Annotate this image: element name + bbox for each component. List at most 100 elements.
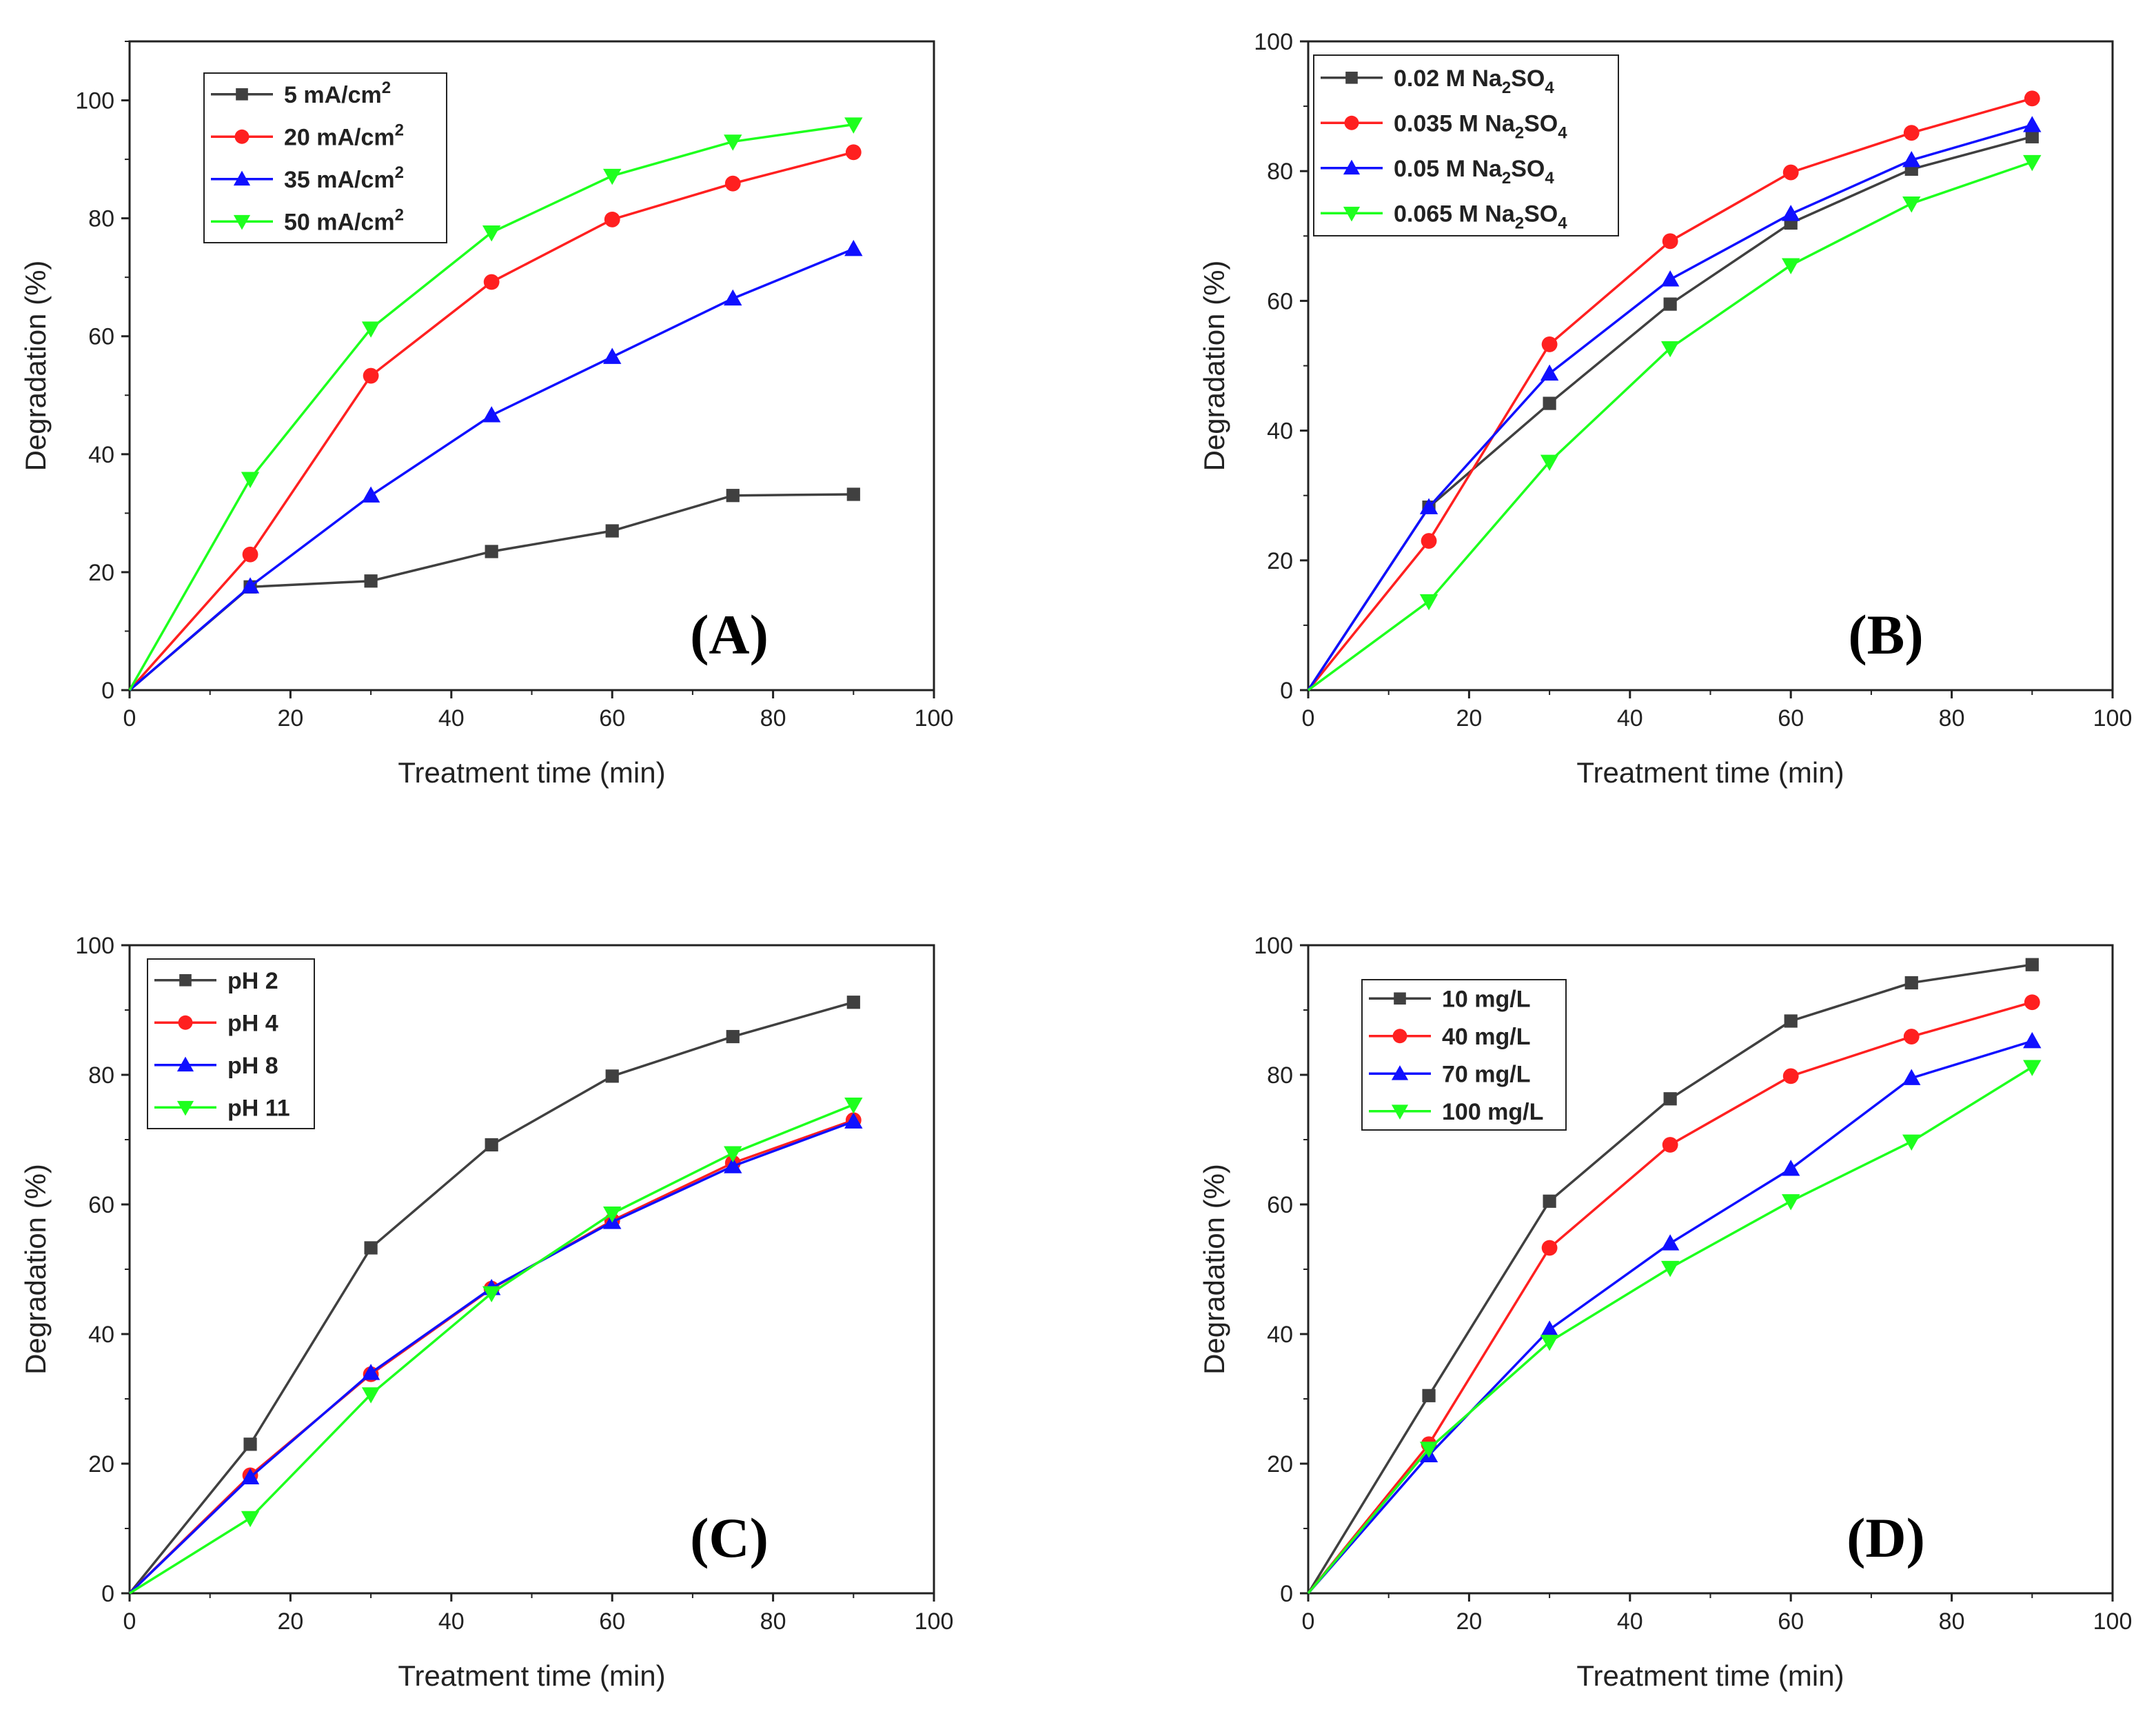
data-point xyxy=(1902,151,1921,168)
x-tick-label: 60 xyxy=(599,1608,625,1635)
data-point xyxy=(846,487,860,501)
data-point xyxy=(1782,164,1799,181)
data-point xyxy=(242,546,258,563)
legend-marker xyxy=(234,129,250,144)
legend-marker xyxy=(179,973,192,987)
data-point xyxy=(726,1029,740,1044)
x-tick-label: 80 xyxy=(760,705,786,731)
y-tick-label: 80 xyxy=(88,1062,114,1089)
data-point xyxy=(603,1206,622,1223)
data-point xyxy=(482,406,501,423)
chart-panel-b: 0 20 40 60 80 100 0 20 40 60 80 100 Treatment time (… xyxy=(1198,29,2132,789)
x-tick-label: 0 xyxy=(1302,1608,1315,1635)
panel-label: (C) xyxy=(690,1506,769,1569)
data-point xyxy=(1540,1320,1559,1337)
data-point xyxy=(604,211,620,228)
panel-label: (B) xyxy=(1848,603,1923,666)
x-tick-label: 20 xyxy=(1456,1608,1482,1635)
data-point xyxy=(846,996,860,1009)
data-point xyxy=(1543,1194,1556,1208)
data-point xyxy=(724,1146,742,1162)
data-point xyxy=(1904,976,1918,990)
data-point xyxy=(482,1286,501,1302)
data-point xyxy=(1541,336,1558,352)
y-tick-label: 20 xyxy=(1267,1451,1293,1477)
data-point xyxy=(724,134,742,151)
legend-label: 40 mg/L xyxy=(1442,1024,1530,1050)
data-point xyxy=(1903,125,1920,141)
y-tick-label: 0 xyxy=(101,1581,114,1607)
legend-label: 50 mA/cm2 xyxy=(284,205,404,235)
chart-panel-a: 0 20 40 60 80 100 0 20 40 60 80 100 Treatment time (… xyxy=(19,40,954,789)
data-point xyxy=(241,1468,260,1484)
data-point xyxy=(603,347,622,364)
y-tick-label: 40 xyxy=(1267,418,1293,445)
data-point xyxy=(364,574,378,588)
data-point xyxy=(1419,1442,1438,1458)
data-point xyxy=(605,1069,619,1083)
x-tick-label: 40 xyxy=(438,705,465,731)
x-tick-label: 60 xyxy=(599,705,625,731)
legend-label: 0.05 M Na2SO4 xyxy=(1394,156,1554,188)
legend-label: 0.065 M Na2SO4 xyxy=(1394,201,1567,232)
data-point xyxy=(603,168,622,185)
y-axis-title: Degradation (%) xyxy=(1198,261,1230,472)
data-point xyxy=(482,225,501,242)
legend-marker xyxy=(233,214,251,230)
legend-label: 5 mA/cm2 xyxy=(284,79,391,108)
y-tick-label: 80 xyxy=(1267,159,1293,185)
data-point xyxy=(2025,958,2039,971)
data-point xyxy=(724,175,741,192)
data-point xyxy=(1782,1160,1800,1176)
data-point xyxy=(243,1437,257,1451)
legend-label: 70 mg/L xyxy=(1442,1061,1530,1087)
data-point xyxy=(844,117,863,134)
data-point xyxy=(845,144,862,161)
data-point xyxy=(2023,154,2042,172)
y-tick-label: 100 xyxy=(1254,933,1293,959)
y-tick-label: 100 xyxy=(75,88,114,114)
data-point xyxy=(844,1098,863,1114)
data-point xyxy=(844,1112,863,1129)
y-tick-label: 20 xyxy=(88,1451,114,1477)
x-tick-label: 0 xyxy=(123,1608,136,1635)
data-point xyxy=(1663,1092,1677,1106)
x-axis-title: Treatment time (min) xyxy=(398,756,665,789)
data-point xyxy=(726,489,740,503)
data-point xyxy=(241,472,260,488)
x-tick-label: 80 xyxy=(1939,1608,1965,1635)
y-tick-label: 40 xyxy=(88,442,114,468)
data-point xyxy=(844,239,863,256)
data-point xyxy=(485,545,498,558)
x-tick-label: 20 xyxy=(277,1608,303,1635)
data-point xyxy=(1421,533,1437,549)
legend-box xyxy=(1313,54,1619,236)
x-tick-label: 20 xyxy=(1456,705,1482,731)
legend-label: pH 8 xyxy=(227,1053,278,1079)
data-point xyxy=(1662,1137,1678,1153)
data-point xyxy=(363,367,379,384)
legend-label: 0.035 M Na2SO4 xyxy=(1394,110,1567,142)
legend-marker xyxy=(178,1015,193,1030)
x-tick-label: 100 xyxy=(915,705,954,731)
y-tick-label: 100 xyxy=(1254,29,1293,55)
panel-label: (D) xyxy=(1847,1506,1925,1569)
data-point xyxy=(1540,364,1559,381)
data-point xyxy=(724,1157,742,1173)
y-tick-label: 80 xyxy=(1267,1062,1293,1089)
y-axis-title: Degradation (%) xyxy=(19,1164,52,1375)
data-point xyxy=(241,577,260,594)
data-point xyxy=(1541,1240,1558,1256)
legend-label: pH 4 xyxy=(227,1010,278,1036)
data-point xyxy=(1782,205,1800,221)
y-tick-label: 60 xyxy=(1267,288,1293,314)
data-point xyxy=(2023,116,2042,132)
x-tick-label: 0 xyxy=(123,705,136,731)
legend-label: 20 mA/cm2 xyxy=(284,121,404,150)
y-tick-label: 80 xyxy=(88,206,114,232)
data-point xyxy=(361,1364,380,1380)
x-tick-label: 60 xyxy=(1778,705,1804,731)
y-axis-title: Degradation (%) xyxy=(1198,1164,1230,1375)
data-point xyxy=(1662,233,1678,250)
legend-label: 100 mg/L xyxy=(1442,1099,1543,1125)
